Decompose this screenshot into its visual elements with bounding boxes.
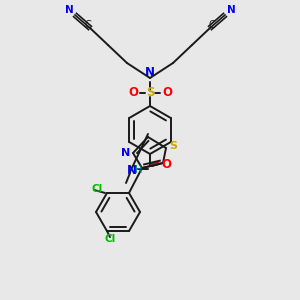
Text: O: O: [162, 86, 172, 100]
Text: O: O: [161, 158, 171, 170]
Text: C: C: [85, 20, 92, 30]
Text: O: O: [128, 86, 138, 100]
Text: N: N: [64, 5, 74, 15]
Text: Cl: Cl: [92, 184, 103, 194]
Text: N: N: [122, 148, 130, 158]
Text: H: H: [135, 165, 143, 175]
Text: N: N: [226, 5, 236, 15]
Text: S: S: [146, 86, 154, 100]
Text: N: N: [145, 67, 155, 80]
Text: N: N: [127, 164, 137, 176]
Text: C: C: [208, 20, 215, 30]
Text: S: S: [169, 141, 177, 151]
Text: Cl: Cl: [104, 234, 116, 244]
